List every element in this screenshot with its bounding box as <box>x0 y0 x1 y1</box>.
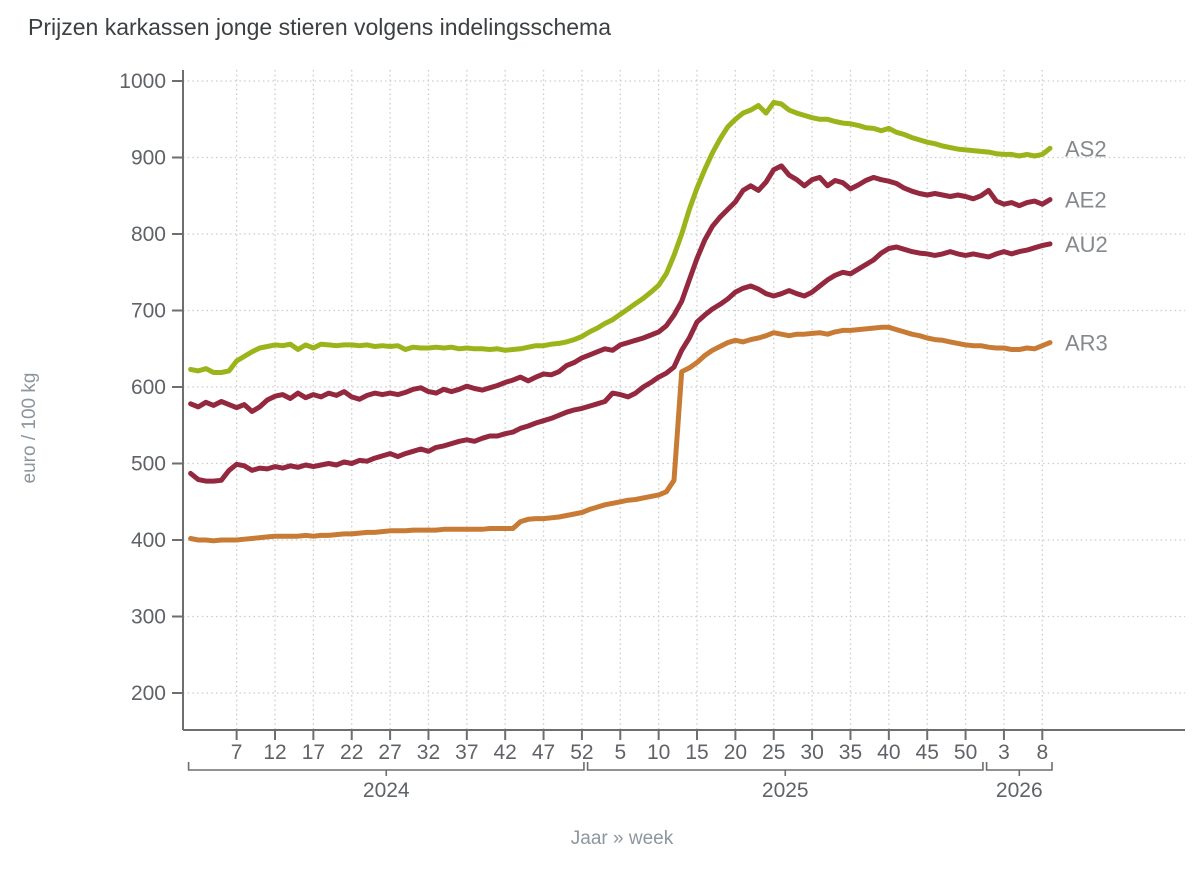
y-tick-label: 500 <box>131 453 166 476</box>
y-tick-label: 700 <box>131 300 166 323</box>
year-bracket <box>187 762 585 776</box>
x-tick-label: 7 <box>231 741 243 764</box>
y-tick-label: 300 <box>131 606 166 629</box>
series-line-AU2 <box>188 241 1053 484</box>
series-lines: AS2 AE2 AU2 AR3 <box>188 99 1108 544</box>
x-tick-label: 42 <box>494 741 517 764</box>
year-label: 2024 <box>363 779 410 802</box>
year-bracket <box>985 762 1053 776</box>
x-tick-label: 32 <box>417 741 440 764</box>
series-label-AE2: AE2 <box>1065 188 1107 213</box>
x-axis-title: Jaar » week <box>570 828 674 849</box>
x-tick-label: 20 <box>724 741 747 764</box>
series-line-AE2 <box>188 163 1053 414</box>
x-tick-label: 52 <box>570 741 593 764</box>
x-tick-label: 22 <box>340 741 363 764</box>
x-tick-label: 47 <box>532 741 555 764</box>
series-label-AS2: AS2 <box>1065 136 1107 161</box>
x-tick-label: 35 <box>839 741 862 764</box>
y-tick-label: 800 <box>131 223 166 246</box>
series-label-AU2: AU2 <box>1065 232 1108 257</box>
year-label: 2025 <box>762 779 809 802</box>
gridlines <box>183 70 1185 730</box>
y-tick-label: 900 <box>131 147 166 170</box>
year-bracket <box>586 762 984 776</box>
x-tick-label: 8 <box>1036 741 1048 764</box>
series-line-AR3 <box>188 324 1053 544</box>
x-tick-label: 15 <box>685 741 708 764</box>
series-line-AS2 <box>188 99 1053 375</box>
x-tick-label: 25 <box>762 741 785 764</box>
x-tick-label: 3 <box>998 741 1010 764</box>
y-tick-label: 1000 <box>119 70 166 93</box>
year-label: 2026 <box>996 779 1043 802</box>
x-tick-label: 10 <box>647 741 670 764</box>
x-tick-label: 45 <box>916 741 939 764</box>
chart-title: Prijzen karkassen jonge stieren volgens … <box>28 14 611 40</box>
x-tick-label: 30 <box>800 741 823 764</box>
x-tick-label: 12 <box>263 741 286 764</box>
x-tick-label: 5 <box>614 741 626 764</box>
x-tick-label: 50 <box>954 741 977 764</box>
axes: 200 300 400 500 600 700 800 900 1000 7 12 17 22 27 32 3… <box>119 70 1185 802</box>
series-label-AR3: AR3 <box>1065 331 1108 356</box>
y-tick-label: 200 <box>131 682 166 705</box>
y-tick-label: 600 <box>131 376 166 399</box>
x-tick-label: 37 <box>455 741 478 764</box>
x-tick-label: 27 <box>378 741 401 764</box>
x-tick-label: 40 <box>877 741 900 764</box>
y-tick-label: 400 <box>131 529 166 552</box>
x-tick-label: 17 <box>302 741 325 764</box>
